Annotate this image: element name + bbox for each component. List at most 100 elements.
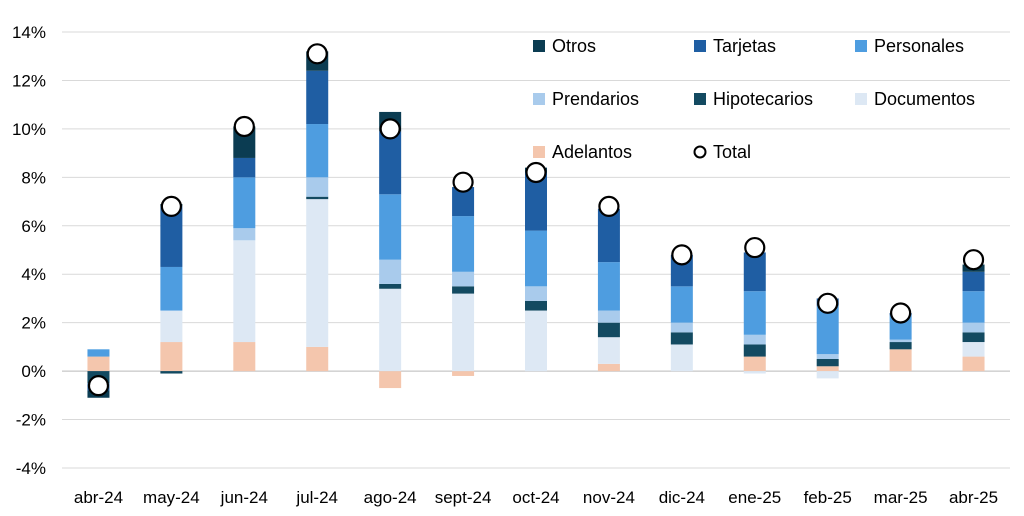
legend-label-otros: Otros xyxy=(552,36,596,56)
bar-segment-documentos-jun-24 xyxy=(233,240,256,343)
bar-segment-adelantos-nov-24 xyxy=(597,363,620,372)
bar-segment-documentos-oct-24 xyxy=(525,310,547,372)
bar-segment-hipotecarios-jul-24 xyxy=(306,196,329,200)
total-marker-abr-25 xyxy=(962,249,985,271)
bar-segment-prendarios-jun-24 xyxy=(233,228,256,241)
x-tick-label: mar-25 xyxy=(874,488,928,507)
x-tick-label: ago-24 xyxy=(364,488,417,507)
bar-segment-personales-jul-24 xyxy=(306,124,329,178)
bar-segment-personales-may-24 xyxy=(160,266,183,311)
y-tick-label: -2% xyxy=(16,411,46,430)
total-marker-feb-25 xyxy=(817,292,839,314)
legend-swatch-otros xyxy=(533,40,545,52)
bar-segment-documentos-jul-24 xyxy=(306,199,329,347)
bar-segment-personales-abr-25 xyxy=(962,291,985,323)
legend-swatch-personales xyxy=(855,40,867,52)
total-markers xyxy=(87,43,985,397)
bar-segment-personales-feb-25 xyxy=(816,305,839,355)
bar-segment-documentos-nov-24 xyxy=(597,337,620,364)
legend-label-hipotecarios: Hipotecarios xyxy=(713,89,813,109)
bar-segment-hipotecarios-may-24 xyxy=(160,371,183,374)
bar-segment-personales-jun-24 xyxy=(233,177,256,229)
y-tick-label: 4% xyxy=(21,265,46,284)
y-tick-label: -4% xyxy=(16,459,46,478)
bar-segment-documentos-may-24 xyxy=(160,310,183,343)
y-axis: -4% -2% 0% 2% 4% 6% 8% 10% 12% 14% xyxy=(12,23,46,478)
legend: Otros Tarjetas Personales Prendarios Hipotec… xyxy=(533,36,975,162)
bar-segment-prendarios-dic-24 xyxy=(670,322,693,333)
bar-segment-prendarios-abr-25 xyxy=(962,322,985,333)
legend-swatch-hipotecarios xyxy=(694,93,706,105)
x-axis: abr-24 may-24 jun-24 jul-24 ago-24 sept-24 oct… xyxy=(74,488,998,507)
legend-label-tarjetas: Tarjetas xyxy=(713,36,776,56)
bars xyxy=(87,51,985,398)
bar-segment-personales-sept-24 xyxy=(452,216,475,272)
legend-swatch-prendarios xyxy=(533,93,545,105)
total-marker-abr-24 xyxy=(87,375,110,397)
y-tick-label: 10% xyxy=(12,120,46,139)
x-tick-label: oct-24 xyxy=(512,488,559,507)
bar-segment-personales-ene-25 xyxy=(743,291,766,335)
total-marker-ago-24 xyxy=(379,118,401,140)
total-marker-dic-24 xyxy=(671,244,693,266)
bar-segment-hipotecarios-ene-25 xyxy=(743,344,766,357)
bar-segment-prendarios-jul-24 xyxy=(306,177,329,197)
bar-segment-hipotecarios-feb-25 xyxy=(816,359,839,367)
total-marker-jul-24 xyxy=(306,43,328,65)
bar-segment-prendarios-sept-24 xyxy=(452,271,475,287)
bar-segment-personales-dic-24 xyxy=(670,286,693,323)
y-tick-label: 0% xyxy=(21,362,46,381)
bar-segment-adelantos-may-24 xyxy=(160,342,183,372)
bar-segment-tarjetas-jul-24 xyxy=(306,70,329,125)
bar-segment-documentos-abr-25 xyxy=(962,342,985,357)
x-tick-label: jun-24 xyxy=(220,488,268,507)
y-tick-label: 2% xyxy=(21,314,46,333)
bar-segment-documentos-ago-24 xyxy=(379,288,402,372)
bar-segment-adelantos-ago-24 xyxy=(379,371,402,389)
x-tick-label: may-24 xyxy=(143,488,200,507)
bar-segment-hipotecarios-oct-24 xyxy=(525,300,547,311)
bar-segment-adelantos-jun-24 xyxy=(233,342,256,372)
bar-segment-hipotecarios-mar-25 xyxy=(889,342,912,350)
legend-label-adelantos: Adelantos xyxy=(552,142,632,162)
bar-segment-tarjetas-oct-24 xyxy=(525,172,547,231)
bar-segment-documentos-feb-25 xyxy=(816,371,839,379)
bar-segment-tarjetas-nov-24 xyxy=(597,208,620,263)
bar-segment-tarjetas-may-24 xyxy=(160,206,183,267)
x-tick-label: abr-25 xyxy=(949,488,998,507)
bar-segment-documentos-dic-24 xyxy=(670,344,693,372)
x-tick-label: sept-24 xyxy=(435,488,492,507)
bar-segment-hipotecarios-sept-24 xyxy=(452,286,475,294)
bar-segment-personales-nov-24 xyxy=(597,262,620,311)
bar-segment-tarjetas-sept-24 xyxy=(452,187,475,217)
bar-segment-prendarios-ago-24 xyxy=(379,259,402,284)
bar-segment-adelantos-abr-25 xyxy=(962,356,985,372)
bar-segment-documentos-ene-25 xyxy=(743,371,766,374)
y-tick-label: 8% xyxy=(21,168,46,187)
bar-segment-adelantos-mar-25 xyxy=(889,349,912,372)
total-marker-may-24 xyxy=(160,195,182,217)
bar-segment-personales-abr-24 xyxy=(87,349,110,357)
y-tick-label: 6% xyxy=(21,217,46,236)
legend-swatch-total xyxy=(693,145,707,159)
bar-segment-prendarios-nov-24 xyxy=(597,310,620,323)
total-marker-jun-24 xyxy=(233,115,255,138)
legend-label-total: Total xyxy=(713,142,751,162)
total-marker-mar-25 xyxy=(890,302,912,324)
bar-segment-adelantos-ene-25 xyxy=(743,356,766,372)
bar-segment-adelantos-feb-25 xyxy=(816,366,839,372)
total-marker-sept-24 xyxy=(452,171,474,193)
bar-segment-tarjetas-jun-24 xyxy=(233,157,256,178)
legend-swatch-tarjetas xyxy=(694,40,706,52)
legend-label-prendarios: Prendarios xyxy=(552,89,639,109)
bar-segment-adelantos-abr-24 xyxy=(87,356,110,372)
bar-segment-tarjetas-ago-24 xyxy=(379,131,402,195)
total-marker-nov-24 xyxy=(598,195,620,217)
bar-segment-prendarios-ene-25 xyxy=(743,334,766,345)
x-tick-label: abr-24 xyxy=(74,488,123,507)
bar-segment-prendarios-oct-24 xyxy=(525,286,547,301)
bar-segment-hipotecarios-ago-24 xyxy=(379,283,402,289)
legend-label-personales: Personales xyxy=(874,36,964,56)
y-tick-label: 12% xyxy=(12,71,46,90)
